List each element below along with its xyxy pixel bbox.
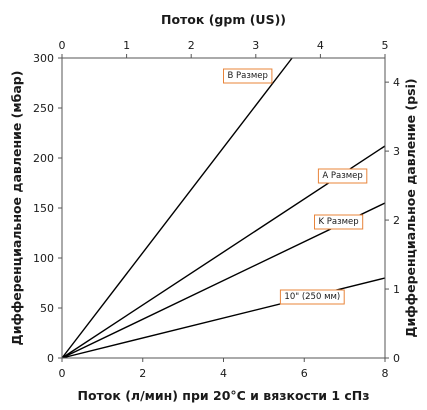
bottom-tick-label: 4 (220, 367, 227, 380)
left-tick-label: 100 (33, 252, 54, 265)
top-tick-label: 5 (382, 39, 389, 52)
top-tick-label: 3 (252, 39, 259, 52)
series-label-text: A Размер (322, 171, 362, 181)
bottom-tick-label: 0 (59, 367, 66, 380)
top-axis-ticks: 0 1 2 3 4 5 (59, 39, 389, 58)
series-label-1: A Размер (317, 168, 368, 184)
series-label-text: 10" (250 мм) (284, 292, 340, 302)
top-axis-title: Поток (gpm (US)) (161, 12, 286, 27)
bottom-axis-title: Поток (л/мин) при 20°C и вязкости 1 сПз (77, 388, 369, 403)
right-tick-label: 3 (393, 145, 400, 158)
series-label-box (279, 289, 345, 305)
left-tick-label: 200 (33, 152, 54, 165)
left-tick-label: 300 (33, 52, 54, 65)
right-axis-title: Дифференциальное давление (psi) (403, 78, 418, 337)
series-label-0: B Размер (223, 68, 273, 84)
right-tick-label: 2 (393, 214, 400, 227)
left-axis-ticks: 0 50 100 150 200 250 300 (33, 52, 62, 365)
series-lines (61, 57, 386, 359)
right-axis-ticks: 0 1 2 3 4 (385, 76, 400, 365)
series-label-text: B Размер (228, 71, 268, 81)
bottom-axis-ticks: 0 2 4 6 8 (59, 358, 389, 380)
series-labels: B Размер A Размер K Размер 10" (250 мм) (223, 68, 368, 305)
left-tick-label: 50 (40, 302, 54, 315)
top-tick-label: 2 (188, 39, 195, 52)
series-label-text: K Размер (318, 217, 358, 227)
series-label-2: K Размер (314, 214, 364, 230)
right-tick-label: 1 (393, 283, 400, 296)
left-tick-label: 250 (33, 102, 54, 115)
left-tick-label: 150 (33, 202, 54, 215)
top-tick-label: 0 (59, 39, 66, 52)
left-axis-title: Дифференциальное давление (мбар) (9, 71, 24, 346)
bottom-tick-label: 6 (301, 367, 308, 380)
bottom-tick-label: 8 (382, 367, 389, 380)
series-label-3: 10" (250 мм) (279, 289, 345, 305)
bottom-tick-label: 2 (139, 367, 146, 380)
right-tick-label: 0 (393, 352, 400, 365)
left-tick-label: 0 (47, 352, 54, 365)
plot-frame (61, 57, 386, 359)
top-tick-label: 4 (317, 39, 324, 52)
right-tick-label: 4 (393, 76, 400, 89)
series-line-0 (61, 57, 293, 359)
top-tick-label: 1 (123, 39, 130, 52)
series-label-box (314, 214, 364, 230)
series-label-box (317, 168, 368, 184)
series-label-box (223, 68, 273, 84)
